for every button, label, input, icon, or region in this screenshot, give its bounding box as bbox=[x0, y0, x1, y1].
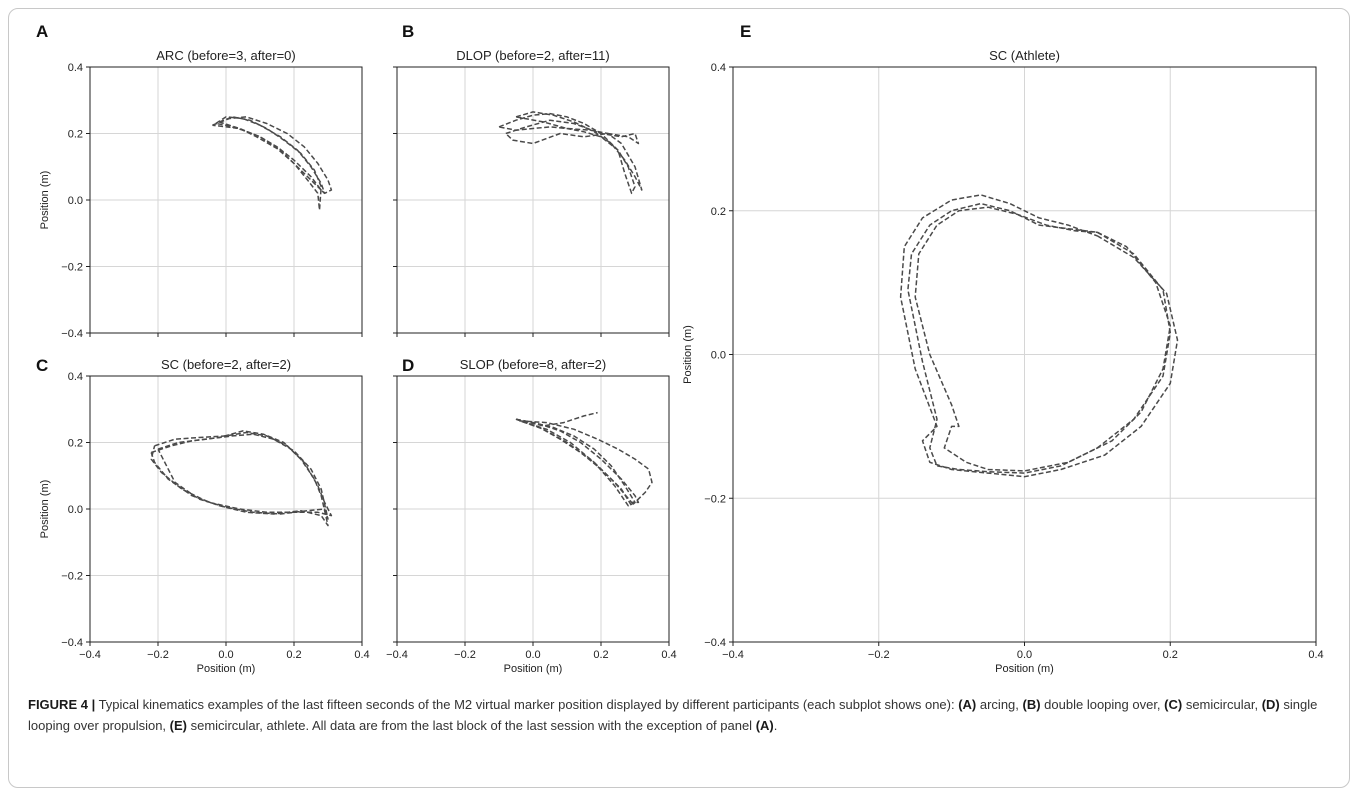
panel-a: −0.4 −0.2 0.0 0.2 0.4 ARC (before=3, after=0)… bbox=[36, 22, 363, 340]
trajectory-line bbox=[150, 430, 329, 527]
caption-text-d: single looping over propulsion, bbox=[28, 697, 1318, 733]
x-tick-label: −0.4 bbox=[79, 649, 101, 661]
caption-label-b: (B) bbox=[1022, 697, 1041, 712]
trajectory-line bbox=[505, 119, 640, 145]
x-tick-label: 0.2 bbox=[286, 649, 301, 661]
trajectory-line bbox=[150, 431, 333, 517]
caption-text-a: arcing, bbox=[976, 697, 1023, 712]
figure-frame bbox=[8, 8, 1350, 788]
caption-end: . bbox=[773, 718, 778, 733]
x-axis-label: Position (m) bbox=[197, 663, 256, 675]
panel-title: DLOP (before=2, after=11) bbox=[456, 48, 609, 63]
figure-caption: FIGURE 4 | Typical kinematics examples o… bbox=[28, 694, 1338, 736]
caption-label-e: (E) bbox=[169, 718, 187, 733]
panel-title: SC (Athlete) bbox=[989, 48, 1060, 63]
y-tick-label: −0.4 bbox=[61, 328, 83, 340]
caption-label-end: (A) bbox=[755, 718, 774, 733]
y-tick-label: 0.0 bbox=[68, 504, 83, 516]
panel-letter-b: B bbox=[402, 22, 414, 41]
caption-text-e: semicircular, athlete. All data are from… bbox=[187, 718, 756, 733]
y-axis-label: Position (m) bbox=[39, 480, 51, 539]
x-tick-label: 0.2 bbox=[1163, 649, 1178, 661]
panel-title: SLOP (before=8, after=2) bbox=[460, 357, 606, 372]
panel-b: DLOP (before=2, after=11) B bbox=[393, 22, 670, 337]
x-tick-label: 0.0 bbox=[1017, 649, 1032, 661]
trajectory-line bbox=[212, 116, 333, 195]
x-axis-label: Position (m) bbox=[504, 663, 563, 675]
y-axis-label: Position (m) bbox=[39, 171, 51, 230]
trajectory-line bbox=[515, 411, 598, 427]
caption-lead: Typical kinematics examples of the last … bbox=[95, 697, 959, 712]
caption-text-b: double looping over, bbox=[1040, 697, 1165, 712]
y-tick-label: 0.4 bbox=[711, 62, 726, 74]
y-tick-label: 0.2 bbox=[68, 129, 83, 141]
y-tick-label: 0.4 bbox=[68, 371, 83, 383]
trajectory-line bbox=[914, 206, 1172, 472]
caption-text-c: semicircular, bbox=[1182, 697, 1262, 712]
x-tick-label: −0.2 bbox=[868, 649, 890, 661]
y-tick-label: −0.4 bbox=[704, 637, 726, 649]
x-tick-label: 0.0 bbox=[218, 649, 233, 661]
trajectory-line bbox=[907, 202, 1172, 474]
y-tick-label: −0.2 bbox=[61, 571, 83, 583]
trajectory-line bbox=[215, 116, 326, 195]
y-axis-label: Position (m) bbox=[682, 325, 694, 384]
x-axis-label: Position (m) bbox=[995, 663, 1054, 675]
panel-letter-e: E bbox=[740, 22, 751, 41]
x-tick-label: 0.2 bbox=[593, 649, 608, 661]
x-tick-label: −0.2 bbox=[147, 649, 169, 661]
panel-c: −0.4 −0.2 0.0 0.2 0.4 −0.4 −0.2 0.0 0.2 0.4 SC (be… bbox=[36, 356, 370, 675]
y-tick-label: 0.2 bbox=[68, 438, 83, 450]
panel-e: −0.4 −0.2 0.0 0.2 0.4 −0.4 −0.2 0.0 0.2 0.4 SC (At… bbox=[682, 22, 1324, 675]
x-tick-label: −0.4 bbox=[386, 649, 408, 661]
y-tick-label: −0.2 bbox=[61, 262, 83, 274]
caption-label-c: (C) bbox=[1164, 697, 1183, 712]
x-tick-label: 0.4 bbox=[1308, 649, 1323, 661]
panel-letter-a: A bbox=[36, 22, 48, 41]
caption-label-a: (A) bbox=[958, 697, 977, 712]
panel-d: −0.4 −0.2 0.0 0.2 0.4 SLOP (before=8, after=2… bbox=[386, 356, 677, 675]
y-tick-label: 0.0 bbox=[68, 195, 83, 207]
caption-label-d: (D) bbox=[1261, 697, 1280, 712]
y-tick-label: 0.2 bbox=[711, 206, 726, 218]
y-tick-label: −0.2 bbox=[704, 493, 726, 505]
trajectory-line bbox=[498, 112, 636, 195]
x-tick-label: 0.4 bbox=[661, 649, 676, 661]
trajectory-line bbox=[899, 194, 1179, 478]
caption-figure-label: FIGURE 4 | bbox=[28, 697, 96, 712]
trajectory-line bbox=[519, 420, 653, 507]
trajectory-line bbox=[157, 433, 329, 520]
trajectory-line bbox=[218, 116, 322, 211]
x-tick-label: −0.2 bbox=[454, 649, 476, 661]
panel-letter-d: D bbox=[402, 356, 414, 375]
x-tick-label: −0.4 bbox=[722, 649, 744, 661]
trajectory-line bbox=[515, 418, 636, 507]
x-tick-label: 0.0 bbox=[525, 649, 540, 661]
y-tick-label: 0.0 bbox=[711, 350, 726, 362]
y-tick-label: 0.4 bbox=[68, 62, 83, 74]
y-tick-label: −0.4 bbox=[61, 637, 83, 649]
panel-title: ARC (before=3, after=0) bbox=[156, 48, 295, 63]
panel-title: SC (before=2, after=2) bbox=[161, 357, 291, 372]
trajectory-line bbox=[515, 111, 643, 191]
trajectory-line bbox=[515, 418, 640, 504]
x-tick-label: 0.4 bbox=[354, 649, 369, 661]
panel-letter-c: C bbox=[36, 356, 48, 375]
